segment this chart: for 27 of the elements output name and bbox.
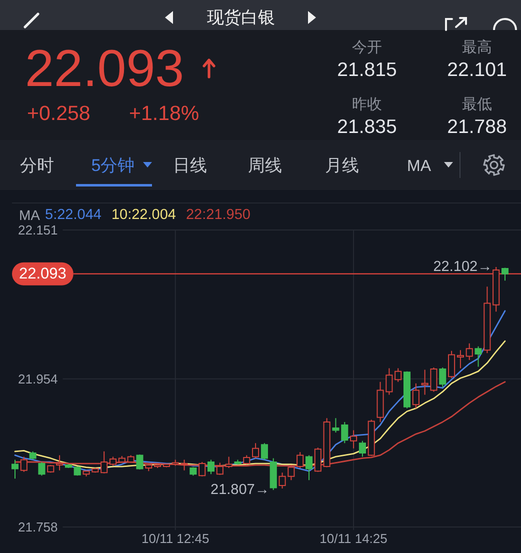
- x-tick-label: 10/11 12:45: [142, 531, 210, 546]
- x-tick-label: 10/11 14:25: [320, 531, 388, 546]
- y-tick-label: 22.151: [18, 222, 58, 238]
- text: 月线: [325, 156, 359, 175]
- text: 最低: [462, 96, 492, 113]
- text: 昨收: [352, 96, 382, 113]
- text: 分时: [20, 156, 54, 175]
- chart-title: 现货白银: [207, 8, 275, 27]
- y-tick-label: 21.954: [18, 371, 58, 386]
- text: 22.101: [447, 59, 507, 81]
- text: 21.835: [337, 116, 397, 138]
- legend: MA 5:22.044 10:22.004 22:21.950: [19, 207, 250, 223]
- y-tick-label: 21.758: [18, 520, 58, 534]
- text: 日线: [173, 156, 207, 175]
- annotation: 22.102→: [433, 259, 492, 276]
- text: +0.258: [27, 102, 90, 125]
- text: 22.093: [25, 40, 184, 98]
- text: 最高: [462, 39, 492, 56]
- text: +1.18%: [129, 102, 200, 125]
- text: 5分钟: [91, 156, 135, 175]
- text: MA: [407, 158, 432, 175]
- text: 今开: [352, 39, 382, 56]
- text: 21.815: [337, 59, 397, 81]
- ref-line-label: 22.093: [19, 265, 66, 282]
- text: 21.788: [447, 116, 507, 138]
- text: 周线: [248, 156, 282, 175]
- annotation: 21.807→: [210, 482, 270, 498]
